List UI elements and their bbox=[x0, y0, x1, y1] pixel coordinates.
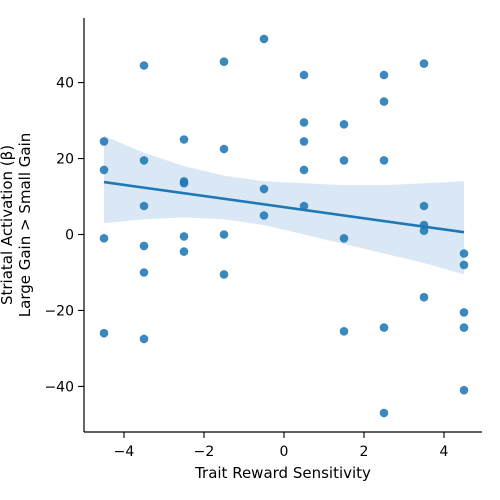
data-point-14 bbox=[179, 247, 189, 256]
y-tick-label: 40 bbox=[56, 76, 74, 92]
data-point-41 bbox=[459, 249, 469, 258]
data-point-8 bbox=[139, 268, 149, 277]
y-tick-label: 20 bbox=[56, 152, 74, 168]
x-tick-label: 4 bbox=[440, 444, 449, 460]
data-point-15 bbox=[219, 57, 229, 66]
x-axis-label: Trait Reward Sensitivity bbox=[194, 464, 371, 482]
x-tick-label: −4 bbox=[114, 444, 135, 460]
data-point-21 bbox=[259, 211, 269, 220]
data-point-26 bbox=[299, 201, 309, 211]
data-point-16 bbox=[219, 144, 229, 154]
y-tick-label: −40 bbox=[44, 379, 74, 395]
data-point-40 bbox=[419, 292, 429, 302]
data-point-1 bbox=[99, 165, 109, 175]
x-ticks: −4 −2 0 2 4 bbox=[114, 432, 449, 460]
data-point-2 bbox=[99, 234, 109, 243]
data-point-9 bbox=[139, 334, 149, 344]
data-point-45 bbox=[459, 385, 469, 395]
data-point-10 bbox=[179, 135, 189, 144]
data-point-33 bbox=[379, 156, 389, 165]
regression-line-layer bbox=[103, 180, 465, 234]
data-point-5 bbox=[139, 156, 149, 165]
data-point-4 bbox=[139, 61, 149, 70]
regression-line bbox=[103, 180, 465, 234]
y-axis-label-line-2: Large Gain > Small Gain bbox=[16, 133, 34, 317]
data-point-20 bbox=[259, 184, 269, 194]
data-point-12 bbox=[179, 178, 189, 188]
data-point-31 bbox=[379, 70, 389, 80]
data-point-43 bbox=[459, 308, 469, 317]
data-point-0 bbox=[99, 137, 109, 146]
scatter-points bbox=[99, 34, 469, 418]
y-axis-label: Striatal Activation (β) Large Gain > Sma… bbox=[0, 133, 34, 317]
data-point-35 bbox=[379, 408, 389, 418]
data-point-17 bbox=[219, 230, 229, 239]
data-point-30 bbox=[339, 327, 349, 336]
data-point-6 bbox=[139, 201, 149, 211]
y-tick-label: 0 bbox=[65, 227, 74, 243]
axes bbox=[83, 18, 482, 433]
y-tick-label: −20 bbox=[44, 303, 74, 319]
data-point-13 bbox=[179, 232, 189, 241]
data-point-19 bbox=[259, 34, 269, 44]
x-tick-label: 0 bbox=[280, 444, 289, 460]
confidence-band bbox=[104, 135, 464, 275]
y-ticks: −40 −20 0 20 40 bbox=[44, 76, 84, 395]
data-point-25 bbox=[299, 165, 309, 175]
data-point-24 bbox=[299, 137, 309, 146]
data-point-23 bbox=[299, 118, 309, 127]
confidence-band-layer bbox=[104, 135, 464, 275]
data-point-39 bbox=[419, 226, 429, 235]
data-point-18 bbox=[219, 270, 229, 279]
data-point-36 bbox=[419, 59, 429, 68]
data-point-22 bbox=[299, 70, 309, 80]
data-point-3 bbox=[99, 328, 109, 338]
data-point-37 bbox=[419, 201, 429, 211]
x-tick-label: 2 bbox=[360, 444, 369, 460]
y-axis-label-line-1: Striatal Activation (β) bbox=[0, 145, 16, 305]
data-point-28 bbox=[339, 156, 349, 165]
data-point-44 bbox=[459, 323, 469, 332]
data-point-32 bbox=[379, 97, 389, 106]
x-tick-label: −2 bbox=[194, 444, 215, 460]
data-point-7 bbox=[139, 241, 149, 251]
data-point-42 bbox=[459, 260, 469, 270]
data-point-27 bbox=[339, 120, 349, 129]
data-point-34 bbox=[379, 323, 389, 332]
data-point-29 bbox=[339, 234, 349, 243]
